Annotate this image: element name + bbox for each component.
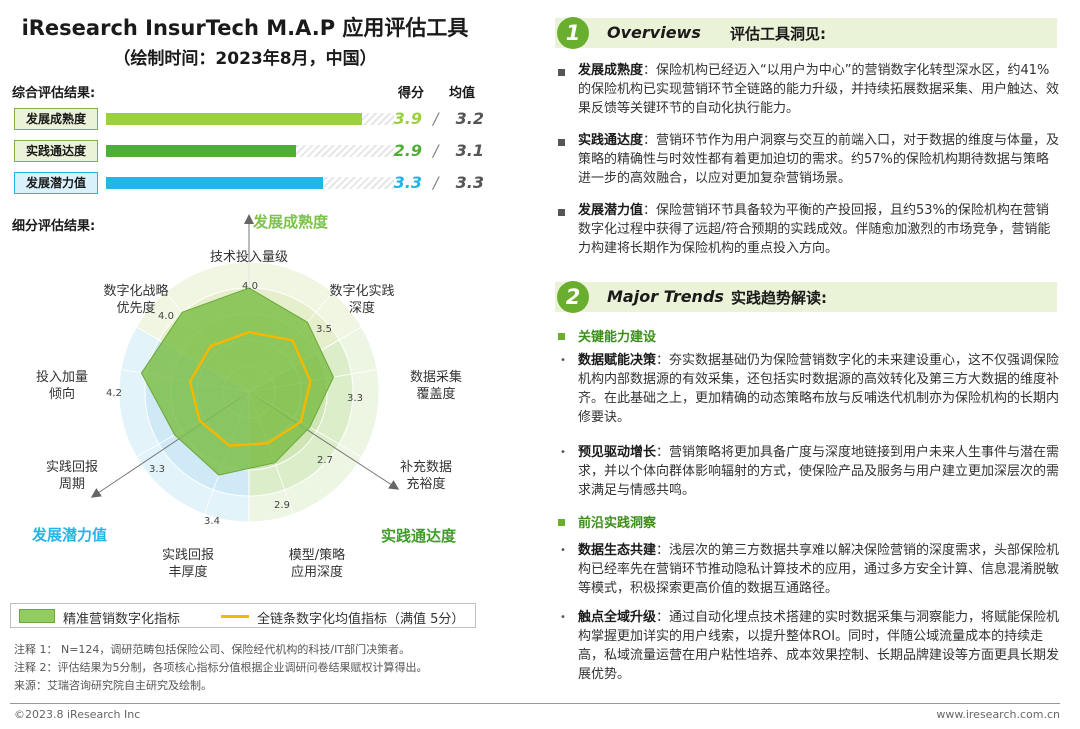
radar-axis-label: 数字化实践 xyxy=(329,284,394,299)
radar-value-label: 2.7 xyxy=(317,455,333,466)
overall-row-label: 发展潜力值 xyxy=(14,172,98,194)
score-divider: / xyxy=(433,173,439,192)
dimension-label: 发展潜力值 xyxy=(31,526,107,544)
avg-header: 均值 xyxy=(449,86,476,101)
radar-axis-label: 实践回报 xyxy=(46,460,98,475)
overall-label: 综合评估结果: xyxy=(12,86,96,101)
radar-axis-label: 技术投入量级 xyxy=(210,249,288,265)
dimension-label: 发展成熟度 xyxy=(252,213,329,231)
radar-axis-label: 应用深度 xyxy=(291,564,343,580)
bullet-square xyxy=(558,69,565,76)
radar-value-label: 2.9 xyxy=(274,500,290,511)
overall-average: 3.2 xyxy=(455,109,484,128)
detail-label: 细分评估结果: xyxy=(12,219,96,234)
radar-axis-label: 倾向 xyxy=(49,386,75,402)
overall-row-label: 实践通达度 xyxy=(14,140,98,162)
trend-group-2-title: 前沿实践洞察 xyxy=(578,516,657,531)
radar-axis-label: 周期 xyxy=(59,477,85,492)
radar-axis-label: 深度 xyxy=(349,300,375,316)
series-line-average xyxy=(188,330,312,448)
legend-label-line: 全链条数字化均值指标（满值 5分） xyxy=(257,612,465,627)
footer-divider xyxy=(10,703,1060,704)
radar-axis-label: 充裕度 xyxy=(406,476,445,492)
trend-item-4: 触点全域升级：通过自动化埋点技术搭建的实时数据采集与洞察能力，将赋能保险机构掌握… xyxy=(578,610,1060,682)
bullet-square xyxy=(558,209,565,216)
trend-item-2: 预见驱动增长：营销策略将更加具备广度与深度地链接到用户未来人生事件与潜在需求，并… xyxy=(578,445,1060,498)
radar-axis-label: 数字化战略 xyxy=(103,283,168,299)
radar-axis-label: 实践回报 xyxy=(162,548,214,563)
overview-item-3: 发展潜力值：保险营销环节具备较为平衡的产投回报，且约53%的保险机构在营销数字化… xyxy=(578,203,1051,256)
series-area-marketing xyxy=(140,287,335,476)
bullet-square xyxy=(558,139,565,146)
trends-cn: 实践趋势解读: xyxy=(731,289,827,307)
bullet-dot: • xyxy=(560,355,566,366)
overviews-header: 1 Overviews 评估工具洞见: xyxy=(555,17,1057,49)
overall-score: 3.3 xyxy=(393,173,422,192)
radar-value-label: 4.0 xyxy=(158,311,174,322)
overviews-en: Overviews xyxy=(607,23,701,42)
note-source: 来源：艾瑞咨询研究院自主研究及绘制。 xyxy=(14,679,212,692)
radar-value-label: 4.2 xyxy=(106,388,122,399)
score-divider: / xyxy=(433,141,439,160)
overviews-cn: 评估工具洞见: xyxy=(730,25,826,43)
overall-average: 3.3 xyxy=(455,173,484,192)
radar-axis-label: 模型/策略 xyxy=(289,547,345,563)
overall-bar xyxy=(106,177,323,189)
footer-website[interactable]: www.iresearch.com.cn xyxy=(936,708,1060,721)
footer-copyright: ©2023.8 iResearch Inc xyxy=(14,708,141,721)
score-divider: / xyxy=(433,109,439,128)
overall-bar xyxy=(106,145,297,157)
radar-value-label: 4.0 xyxy=(242,281,258,292)
overview-item-2: 实践通达度：营销环节作为用户洞察与交互的前端入口，对于数据的维度与体量，及策略的… xyxy=(578,133,1060,186)
radar-axis-label: 覆盖度 xyxy=(416,386,455,402)
radar-value-label: 3.3 xyxy=(347,393,363,404)
trends-en: Major Trends xyxy=(607,287,724,306)
overall-row-label: 发展成熟度 xyxy=(14,108,98,130)
legend: 精准营销数字化指标 全链条数字化均值指标（满值 5分） xyxy=(10,603,476,628)
overviews-number: 1 xyxy=(557,17,589,49)
bullet-dot: • xyxy=(560,545,566,556)
radar-axis-label: 投入加量 xyxy=(36,369,88,385)
trends-header: 2 Major Trends 实践趋势解读: xyxy=(555,281,1057,313)
legend-label-area: 精准营销数字化指标 xyxy=(63,612,181,627)
score-header: 得分 xyxy=(398,86,425,101)
bullet-dot: • xyxy=(560,447,566,458)
overall-bar xyxy=(106,113,363,125)
overall-average: 3.1 xyxy=(455,141,484,160)
trend-group-1-title: 关键能力建设 xyxy=(578,330,657,345)
note-2: 注释 2：评估结果为5分制，各项核心指标分值根据企业调研问卷结果赋权计算得出。 xyxy=(14,661,428,674)
dimension-label: 实践通达度 xyxy=(381,527,457,545)
overview-item-1: 发展成熟度：保险机构已经迈入“以用户为中心”的营销数字化转型深水区，约41%的保… xyxy=(578,63,1060,116)
note-1: 注释 1： N=124，调研范畴包括保险公司、保险经代机构的科技/IT部门决策者… xyxy=(14,643,411,656)
radar-value-label: 3.4 xyxy=(204,516,220,527)
trend-item-1: 数据赋能决策：夯实数据基础仍为保险营销数字化的未来建设重心，这不仅强调保险机构内… xyxy=(578,353,1060,425)
radar-axis-label: 补充数据 xyxy=(400,459,452,475)
radar-axis-label: 优先度 xyxy=(116,300,155,316)
legend-swatch-line xyxy=(221,615,249,618)
group-square xyxy=(558,333,565,340)
radar-value-label: 3.5 xyxy=(316,324,332,335)
radar-axis-label: 丰厚度 xyxy=(168,564,207,580)
bullet-dot: • xyxy=(560,612,566,623)
page-subtitle: （绘制时间：2023年8月，中国） xyxy=(113,49,377,69)
overall-score: 3.9 xyxy=(393,109,422,128)
trend-item-3: 数据生态共建：浅层次的第三方数据共享难以解决保险营销的深度需求，头部保险机构已经… xyxy=(578,543,1060,596)
page-title: iResearch InsurTech M.A.P 应用评估工具 xyxy=(21,16,469,40)
radar-value-label: 3.3 xyxy=(149,464,165,475)
trends-number: 2 xyxy=(557,281,589,313)
overall-score: 2.9 xyxy=(393,141,422,160)
group-square xyxy=(558,519,565,526)
legend-swatch-area xyxy=(19,609,55,623)
radar-axis-label: 数据采集 xyxy=(410,369,462,385)
